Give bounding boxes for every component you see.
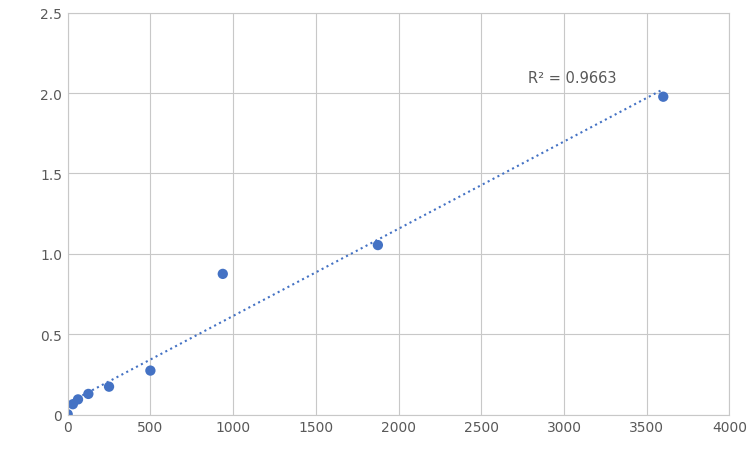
Point: [62, 411, 74, 418]
Point: [144, 367, 156, 374]
Point: [67, 401, 79, 408]
Point: [217, 271, 229, 278]
Point: [72, 396, 84, 403]
Point: [657, 94, 669, 101]
Point: [371, 242, 384, 249]
Point: [103, 383, 115, 391]
Point: [82, 391, 94, 398]
Text: R² = 0.9663: R² = 0.9663: [528, 71, 616, 86]
